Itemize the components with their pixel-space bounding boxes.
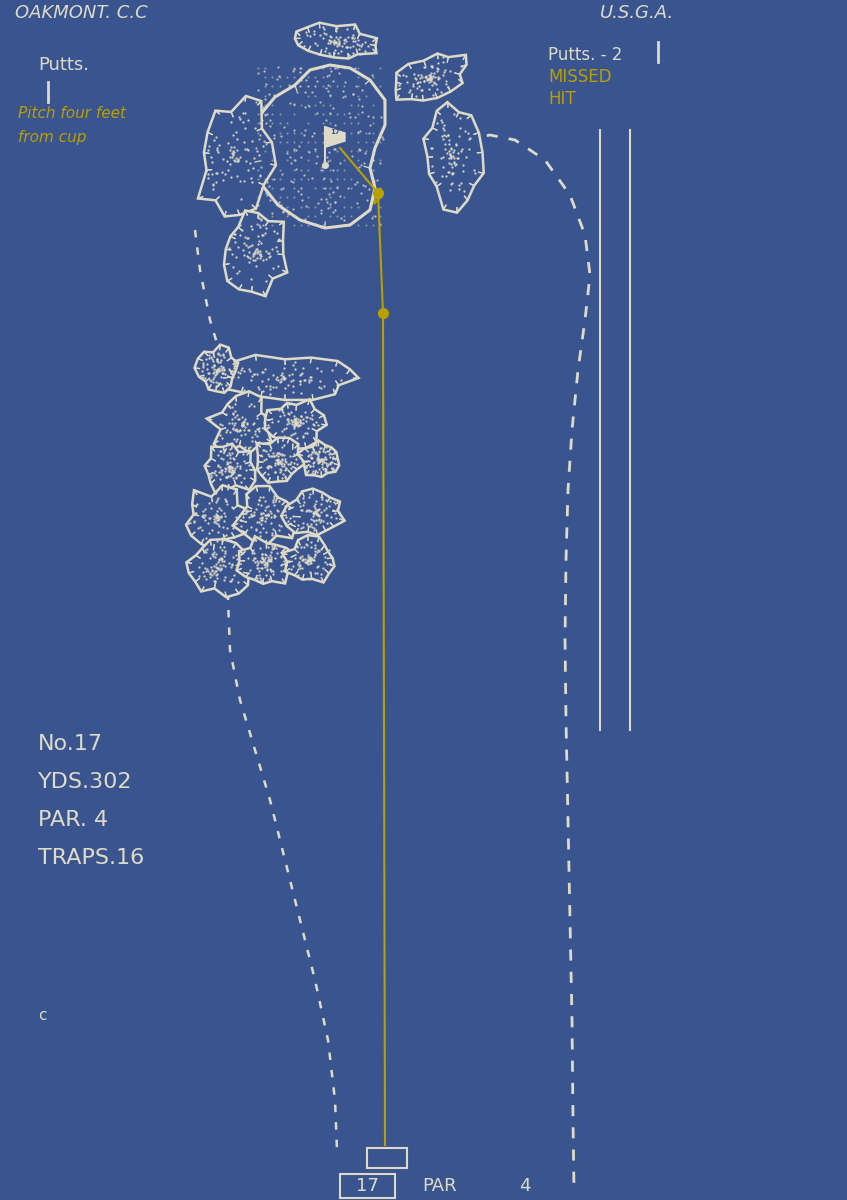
Polygon shape: [186, 539, 249, 598]
Polygon shape: [186, 485, 251, 550]
Text: Putts. - 2: Putts. - 2: [548, 46, 623, 64]
Polygon shape: [224, 210, 287, 296]
Text: PAR. 4: PAR. 4: [38, 810, 108, 830]
Text: TRAPS.16: TRAPS.16: [38, 848, 144, 868]
Polygon shape: [295, 23, 377, 59]
Text: No.17: No.17: [38, 734, 103, 754]
Polygon shape: [236, 536, 296, 584]
Text: YDS.302: YDS.302: [38, 772, 132, 792]
Polygon shape: [257, 438, 307, 482]
Bar: [340, 1174, 395, 1198]
Polygon shape: [207, 391, 273, 454]
Text: c: c: [38, 1008, 47, 1022]
Bar: [367, 1148, 407, 1168]
Polygon shape: [282, 535, 335, 582]
Polygon shape: [297, 440, 339, 476]
Text: Putts.: Putts.: [38, 56, 89, 74]
Polygon shape: [205, 444, 255, 494]
Text: HIT: HIT: [548, 90, 576, 108]
Text: MISSED: MISSED: [548, 68, 612, 86]
Text: 4: 4: [519, 1177, 531, 1195]
Text: 17: 17: [330, 128, 340, 134]
Polygon shape: [218, 355, 358, 400]
Polygon shape: [195, 344, 238, 392]
Polygon shape: [281, 488, 345, 535]
Polygon shape: [233, 486, 300, 546]
Polygon shape: [198, 96, 276, 216]
Text: OAKMONT. C.C: OAKMONT. C.C: [15, 4, 147, 22]
Text: U.S.G.A.: U.S.G.A.: [600, 4, 674, 22]
Polygon shape: [265, 400, 327, 449]
Text: PAR: PAR: [423, 1177, 457, 1195]
Polygon shape: [424, 102, 484, 212]
Text: from cup: from cup: [18, 130, 86, 145]
Text: 17: 17: [356, 1177, 379, 1195]
Text: Pitch four feet: Pitch four feet: [18, 106, 126, 121]
Polygon shape: [396, 54, 467, 101]
Polygon shape: [255, 65, 385, 228]
Polygon shape: [326, 127, 345, 146]
